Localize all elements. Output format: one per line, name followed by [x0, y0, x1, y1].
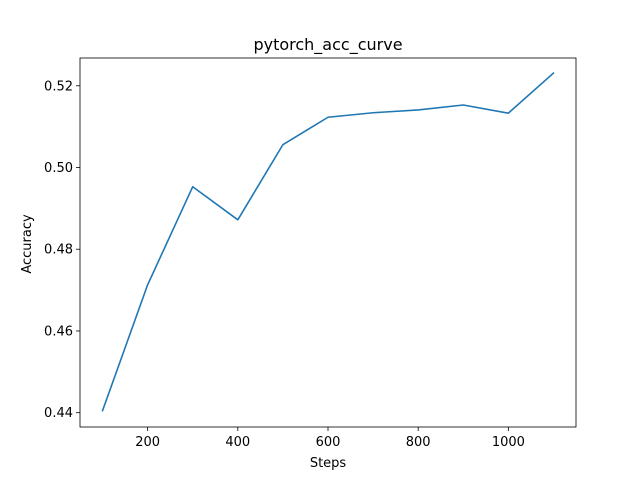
- x-tick-label: 800: [406, 435, 431, 450]
- y-tick-label: 0.44: [44, 406, 73, 421]
- chart-title: pytorch_acc_curve: [253, 35, 402, 55]
- x-tick-label: 400: [225, 435, 250, 450]
- plot-area: 200 400 600 800 1000 0.44 0.46 0.48 0.50 0.52: [44, 57, 577, 450]
- y-axis-title: Accuracy: [20, 214, 35, 274]
- y-tick-label: 0.50: [44, 161, 73, 176]
- axes-frame: [79, 57, 577, 428]
- x-tick-label: 1000: [492, 435, 525, 450]
- y-tick-label: 0.46: [44, 324, 73, 339]
- x-axis-title: Steps: [310, 456, 347, 471]
- series-line-0: [101, 71, 555, 412]
- x-tick-label: 200: [135, 435, 160, 450]
- x-tick-label: 600: [316, 435, 341, 450]
- y-tick-label: 0.52: [44, 79, 73, 94]
- y-tick-label: 0.48: [44, 243, 73, 258]
